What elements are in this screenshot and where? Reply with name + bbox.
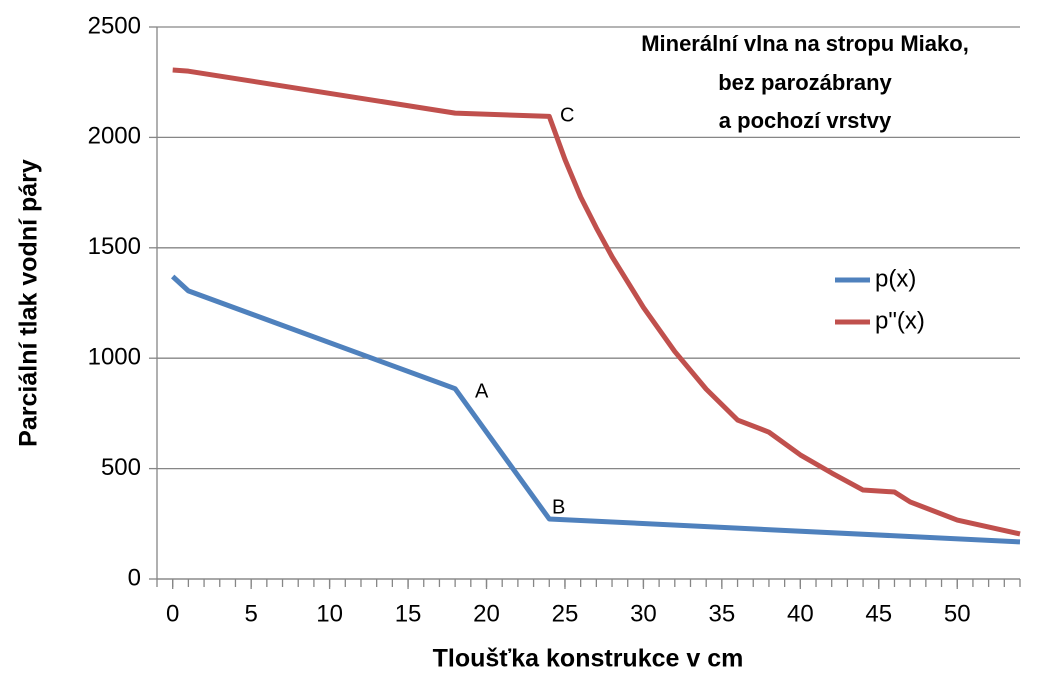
- series-line: [171, 274, 1021, 545]
- legend-label: p(x): [875, 265, 916, 292]
- x-axis-title: Tloušťka konstrukce v cm: [433, 645, 744, 673]
- x-tick-label: 45: [865, 600, 892, 627]
- annotation: C: [560, 104, 574, 126]
- x-tick-label: 0: [166, 600, 179, 627]
- x-tick-label: 50: [944, 600, 971, 627]
- chart-title: a pochozí vrstvy: [719, 108, 892, 133]
- chart-title: bez parozábrany: [718, 70, 892, 95]
- x-tick-label: 35: [709, 600, 736, 627]
- y-axis-title: Parciální tlak vodní páry: [15, 159, 43, 447]
- annotation: A: [475, 380, 489, 402]
- chart-title: Minerální vlna na stropu Miako,: [641, 31, 969, 56]
- x-tick-label: 20: [473, 600, 500, 627]
- x-tick-label: 30: [630, 600, 657, 627]
- y-tick-label: 1500: [88, 233, 141, 260]
- y-tick-label: 2500: [88, 12, 141, 39]
- x-tick-label: 25: [552, 600, 579, 627]
- x-tick-label: 10: [316, 600, 343, 627]
- series-line: [172, 67, 1021, 537]
- y-tick-label: 1000: [88, 344, 141, 371]
- y-tick-label: 0: [128, 564, 141, 591]
- y-tick-label: 500: [101, 454, 141, 481]
- x-tick-label: 40: [787, 600, 814, 627]
- legend-label: p"(x): [875, 307, 925, 334]
- x-tick-label: 5: [244, 600, 257, 627]
- y-tick-label: 2000: [88, 123, 141, 150]
- x-tick-label: 15: [395, 600, 422, 627]
- annotation: B: [552, 496, 565, 518]
